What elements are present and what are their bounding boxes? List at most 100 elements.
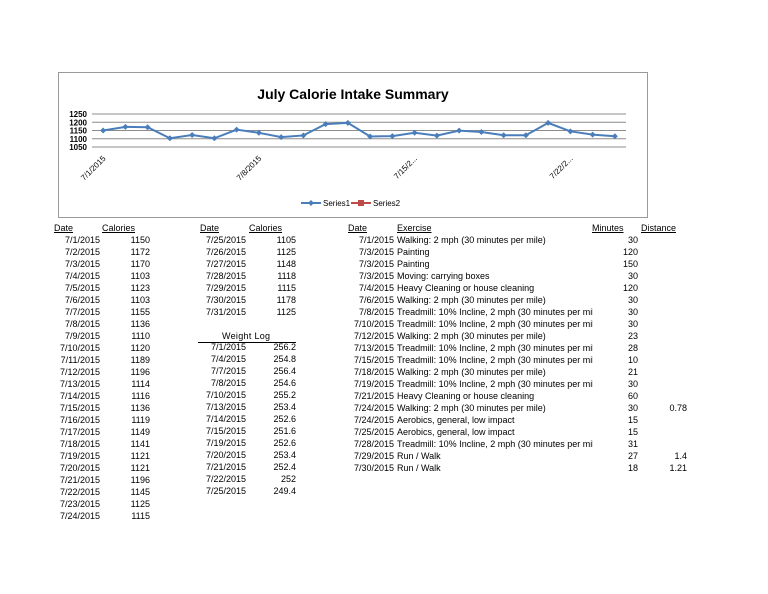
table-row: 7/19/2015 252.6 (200, 437, 296, 449)
cell-minutes: 28 (627, 343, 638, 353)
cell-date: 7/19/2015 (205, 438, 246, 448)
cell-value: 1115 (277, 283, 296, 293)
cell-minutes: 30 (627, 319, 638, 329)
cell-date: 7/21/2015 (353, 391, 394, 401)
header-calories: Calories (102, 223, 136, 233)
cell-minutes: 18 (627, 463, 638, 473)
cell-minutes: 30 (627, 235, 638, 245)
series1-point (567, 128, 574, 135)
cell-date: 7/28/2015 (353, 439, 394, 449)
cell-value: 1145 (130, 487, 150, 497)
table-row: 7/5/2015 1123 (54, 282, 152, 294)
cell-value: 249.4 (273, 486, 296, 496)
cell-date: 7/1/2015 (358, 235, 394, 245)
series1-point (611, 133, 618, 140)
table-row: 7/27/2015 1148 (200, 258, 299, 270)
table-row: 7/28/2015 Treadmill: 10% Incline, 2 mph (… (348, 438, 691, 450)
cell-value: 1120 (130, 343, 150, 353)
cell-value: 1155 (130, 307, 150, 317)
cell-date: 7/2/2015 (64, 247, 100, 257)
cell-value: 1141 (130, 439, 150, 449)
cell-value: 1172 (130, 247, 150, 257)
table-row: 7/15/2015 251.6 (200, 425, 296, 437)
cell-distance (638, 390, 687, 402)
cell-distance (638, 270, 687, 282)
cell-date: 7/18/2015 (353, 367, 394, 377)
cell-value: 1196 (130, 367, 150, 377)
cell-date: 7/26/2015 (205, 247, 246, 257)
series1-point (322, 121, 329, 128)
cell-distance (638, 426, 687, 438)
cell-exercise: Aerobics, general, low impact (397, 427, 515, 437)
cell-value: 1196 (130, 475, 150, 485)
table-row: 7/6/2015 1103 (54, 294, 152, 306)
cell-date: 7/3/2015 (358, 271, 394, 281)
cell-date: 7/30/2015 (205, 295, 246, 305)
header-date: Date (348, 223, 368, 233)
cell-value: 252 (280, 474, 296, 484)
cell-date: 7/8/2015 (210, 378, 246, 388)
cell-value: 1110 (131, 331, 150, 341)
cell-value: 1105 (276, 235, 296, 245)
cell-minutes: 30 (627, 403, 638, 413)
table-row: 7/26/2015 1125 (200, 246, 299, 258)
table-row: 7/21/2015 Heavy Cleaning or house cleanin… (348, 390, 691, 402)
cell-date: 7/13/2015 (59, 379, 100, 389)
cell-date: 7/10/2015 (59, 343, 100, 353)
cell-exercise: Treadmill: 10% Incline, 2 mph (30 minute… (397, 319, 593, 329)
x-tick-label: 7/22/2... (548, 154, 575, 181)
cell-value: 254.6 (273, 378, 296, 388)
header-date: Date (200, 223, 220, 233)
cell-date: 7/10/2015 (353, 319, 394, 329)
cell-minutes: 27 (627, 451, 638, 461)
cell-value: 1125 (276, 247, 296, 257)
header-distance: Distance (641, 223, 677, 233)
cell-date: 7/12/2015 (353, 331, 394, 341)
legend-series2-marker (358, 200, 364, 206)
cell-value: 1116 (131, 391, 150, 401)
table-row: 7/19/2015 1121 (54, 450, 152, 462)
cell-exercise: Treadmill: 10% Incline, 2 mph (30 minute… (397, 379, 593, 389)
cell-minutes: 21 (627, 367, 638, 377)
cell-exercise: Painting (397, 247, 430, 257)
cell-exercise: Walking: 2 mph (30 minutes per mile) (397, 295, 546, 305)
cell-minutes: 23 (627, 331, 638, 341)
series1-point (100, 127, 107, 134)
table-row: 7/20/2015 1121 (54, 462, 152, 474)
series1-point (278, 134, 285, 141)
calorie-chart: July Calorie Intake Summary 1250 1200 1150 1… (58, 72, 648, 218)
cell-date: 7/23/2015 (59, 499, 100, 509)
series1-point (478, 128, 485, 135)
cell-date: 7/3/2015 (64, 259, 100, 269)
cell-distance (638, 306, 687, 318)
cell-date: 7/15/2015 (205, 426, 246, 436)
cell-distance: 1.4 (674, 451, 687, 461)
series1-point (589, 131, 596, 138)
cell-value: 253.4 (273, 402, 296, 412)
cell-value: 255.2 (273, 390, 296, 400)
cell-value: 1170 (130, 259, 150, 269)
table-row: 7/18/2015 1141 (54, 438, 152, 450)
x-tick-label: 7/15/2... (392, 154, 419, 181)
table-row: 7/23/2015 1125 (54, 498, 152, 510)
chart-title: July Calorie Intake Summary (257, 86, 449, 102)
cell-date: 7/25/2015 (205, 486, 246, 496)
x-tick-label: 7/8/2015 (235, 154, 264, 183)
table-row: 7/7/2015 1155 (54, 306, 152, 318)
table-row: 7/1/2015 256.2 (200, 341, 296, 353)
cell-date: 7/9/2015 (64, 331, 100, 341)
table-row: 7/29/2015 Run / Walk 27 1.4 (348, 450, 691, 462)
table-row: 7/15/2015 1136 (54, 402, 152, 414)
series1-point (522, 132, 529, 139)
table-header: Date Calories (200, 222, 299, 234)
cell-value: 1121 (130, 463, 150, 473)
cell-value: 1149 (130, 427, 150, 437)
table-row: 7/1/2015 1150 (54, 234, 152, 246)
cell-date: 7/19/2015 (59, 451, 100, 461)
cell-exercise: Heavy Cleaning or house cleaning (397, 391, 535, 401)
table-row: 7/18/2015 Walking: 2 mph (30 minutes per … (348, 366, 691, 378)
header-minutes: Minutes (592, 223, 624, 233)
cell-minutes: 30 (627, 271, 638, 281)
table-row: 7/3/2015 Painting 150 (348, 258, 691, 270)
table-row: 7/25/2015 Aerobics, general, low impact 15 (348, 426, 691, 438)
